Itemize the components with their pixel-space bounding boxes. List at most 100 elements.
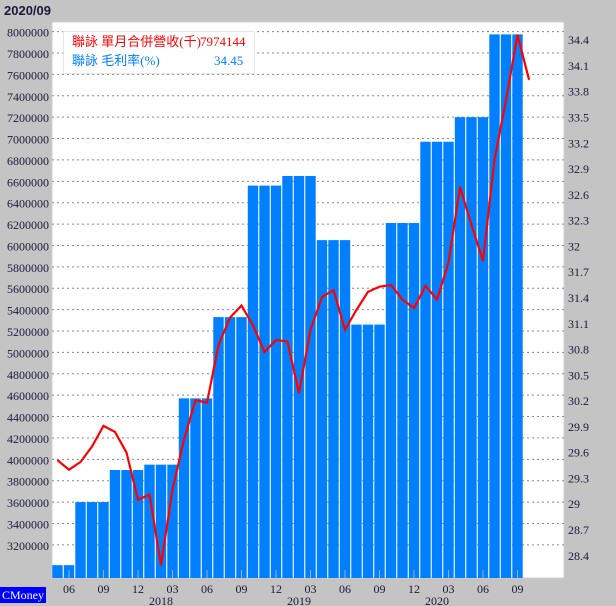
right-tick-label: 34.4 <box>568 33 589 47</box>
margin-point <box>482 260 484 262</box>
margin-point <box>321 296 323 298</box>
margin-point <box>413 307 415 309</box>
right-tick-label: 31.1 <box>568 317 589 331</box>
left-tick-label: 7800000 <box>7 47 49 61</box>
margin-point <box>183 439 185 441</box>
revenue-bar <box>178 398 190 578</box>
right-tick-label: 29.9 <box>568 420 589 434</box>
revenue-bar <box>397 223 408 578</box>
revenue-bar <box>270 185 282 579</box>
left-tick-label: 7600000 <box>7 68 49 82</box>
year-label: 2019 <box>287 594 311 606</box>
margin-point <box>516 34 519 36</box>
right-tick-label: 29.3 <box>568 471 589 485</box>
margin-point <box>263 351 266 353</box>
margin-point <box>367 291 369 293</box>
revenue-bar <box>236 317 247 578</box>
revenue-bar <box>328 240 339 578</box>
x-tick-label: 03 <box>167 582 179 596</box>
margin-point <box>344 329 346 331</box>
margin-point <box>505 99 507 101</box>
revenue-bar <box>259 185 270 579</box>
revenue-bar <box>167 464 178 578</box>
margin-point <box>91 445 93 448</box>
margin-point <box>459 186 461 188</box>
margin-point <box>447 262 450 264</box>
right-tick-label: 32.6 <box>568 188 589 202</box>
revenue-bar <box>454 117 466 579</box>
right-tick-label: 31.4 <box>568 291 589 305</box>
left-tick-label: 4400000 <box>7 411 49 425</box>
revenue-bar <box>512 34 523 578</box>
period-title: 2020/09 <box>4 3 51 18</box>
margin-point <box>390 284 392 286</box>
x-tick-label: 06 <box>477 582 489 596</box>
right-tick-label: 32 <box>568 239 580 253</box>
margin-point <box>286 341 289 343</box>
left-tick-label: 3400000 <box>7 517 49 531</box>
x-tick-label: 09 <box>374 582 386 596</box>
legend: 聯詠 單月合併營收(千) 7974144 聯詠 毛利率(%) 34.45 <box>63 31 255 74</box>
x-tick-label: 12 <box>270 582 282 596</box>
margin-point <box>332 289 335 291</box>
right-tick-label: 30.8 <box>568 343 589 357</box>
brand-logo: CMoney <box>0 587 46 603</box>
revenue-bar <box>385 223 397 578</box>
right-tick-label: 30.2 <box>568 394 589 408</box>
left-tick-label: 5600000 <box>7 282 49 296</box>
revenue-bar <box>443 141 454 578</box>
left-tick-label: 7200000 <box>7 111 49 125</box>
left-tick-label: 4200000 <box>7 432 49 446</box>
x-tick-label: 09 <box>98 582 110 596</box>
right-tick-label: 33.5 <box>568 111 589 125</box>
revenue-bar <box>224 317 236 578</box>
left-tick-label: 6000000 <box>7 239 49 253</box>
revenue-bar <box>351 324 362 578</box>
revenue-bar <box>316 240 328 578</box>
margin-point <box>309 329 312 331</box>
revenue-bar <box>86 502 98 578</box>
x-tick-label: 03 <box>443 582 455 596</box>
margin-point <box>102 425 105 427</box>
left-tick-label: 4000000 <box>7 453 49 467</box>
left-tick-label: 6200000 <box>7 218 49 232</box>
revenue-bar <box>420 141 431 578</box>
left-tick-label: 3800000 <box>7 475 49 489</box>
x-tick-label: 09 <box>236 582 248 596</box>
margin-point <box>137 499 139 501</box>
right-tick-label: 31.7 <box>568 265 589 279</box>
margin-point <box>240 304 243 307</box>
revenue-bar <box>305 175 316 578</box>
margin-point <box>148 494 151 496</box>
margin-point <box>528 78 530 81</box>
revenue-bar <box>144 464 155 578</box>
margin-point <box>229 317 231 319</box>
left-tick-label: 8000000 <box>7 26 49 40</box>
margin-point <box>493 158 496 161</box>
margin-point <box>275 339 277 341</box>
x-tick-label: 12 <box>132 582 144 596</box>
margin-point <box>56 459 59 461</box>
revenue-bar <box>500 34 512 578</box>
revenue-bar <box>109 470 121 578</box>
right-tick-label: 29.6 <box>568 446 589 460</box>
right-tick-label: 33.2 <box>568 136 589 150</box>
left-tick-label: 6400000 <box>7 197 49 211</box>
legend-revenue-value: 7974144 <box>200 34 246 49</box>
right-tick-label: 34.1 <box>568 59 589 73</box>
revenue-bar <box>466 117 477 579</box>
revenue-bar <box>247 185 259 579</box>
margin-point <box>125 451 128 454</box>
revenue-bar <box>293 175 305 578</box>
margin-point <box>194 399 197 401</box>
revenue-bar <box>477 117 489 579</box>
right-tick-label: 29 <box>568 497 580 511</box>
left-tick-label: 4800000 <box>7 368 49 382</box>
revenue-bar <box>121 470 132 578</box>
revenue-bar <box>431 141 443 578</box>
margin-point <box>68 469 70 471</box>
revenue-bar <box>52 565 63 578</box>
revenue-bar <box>362 324 374 578</box>
legend-revenue: 聯詠 單月合併營收(千) 7974144 <box>64 32 254 51</box>
margin-point <box>470 224 473 226</box>
